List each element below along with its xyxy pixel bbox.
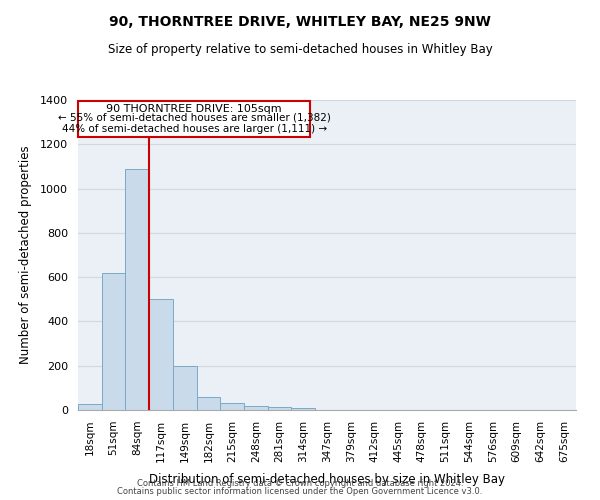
Y-axis label: Number of semi-detached properties: Number of semi-detached properties — [19, 146, 32, 364]
Bar — [149, 300, 173, 410]
Text: 90, THORNTREE DRIVE, WHITLEY BAY, NE25 9NW: 90, THORNTREE DRIVE, WHITLEY BAY, NE25 9… — [109, 15, 491, 29]
X-axis label: Distribution of semi-detached houses by size in Whitley Bay: Distribution of semi-detached houses by … — [149, 473, 505, 486]
Bar — [268, 408, 292, 410]
Bar — [102, 272, 125, 410]
Bar — [125, 168, 149, 410]
Text: 90 THORNTREE DRIVE: 105sqm: 90 THORNTREE DRIVE: 105sqm — [106, 104, 282, 115]
Text: ← 55% of semi-detached houses are smaller (1,382): ← 55% of semi-detached houses are smalle… — [58, 112, 331, 122]
Bar — [220, 402, 244, 410]
Text: Size of property relative to semi-detached houses in Whitley Bay: Size of property relative to semi-detach… — [107, 42, 493, 56]
FancyBboxPatch shape — [78, 101, 310, 136]
Bar — [173, 366, 197, 410]
Bar — [292, 408, 315, 410]
Text: 44% of semi-detached houses are larger (1,111) →: 44% of semi-detached houses are larger (… — [62, 124, 327, 134]
Bar — [197, 396, 220, 410]
Bar — [244, 406, 268, 410]
Text: Contains public sector information licensed under the Open Government Licence v3: Contains public sector information licen… — [118, 487, 482, 496]
Text: Contains HM Land Registry data © Crown copyright and database right 2024.: Contains HM Land Registry data © Crown c… — [137, 478, 463, 488]
Bar — [78, 404, 102, 410]
